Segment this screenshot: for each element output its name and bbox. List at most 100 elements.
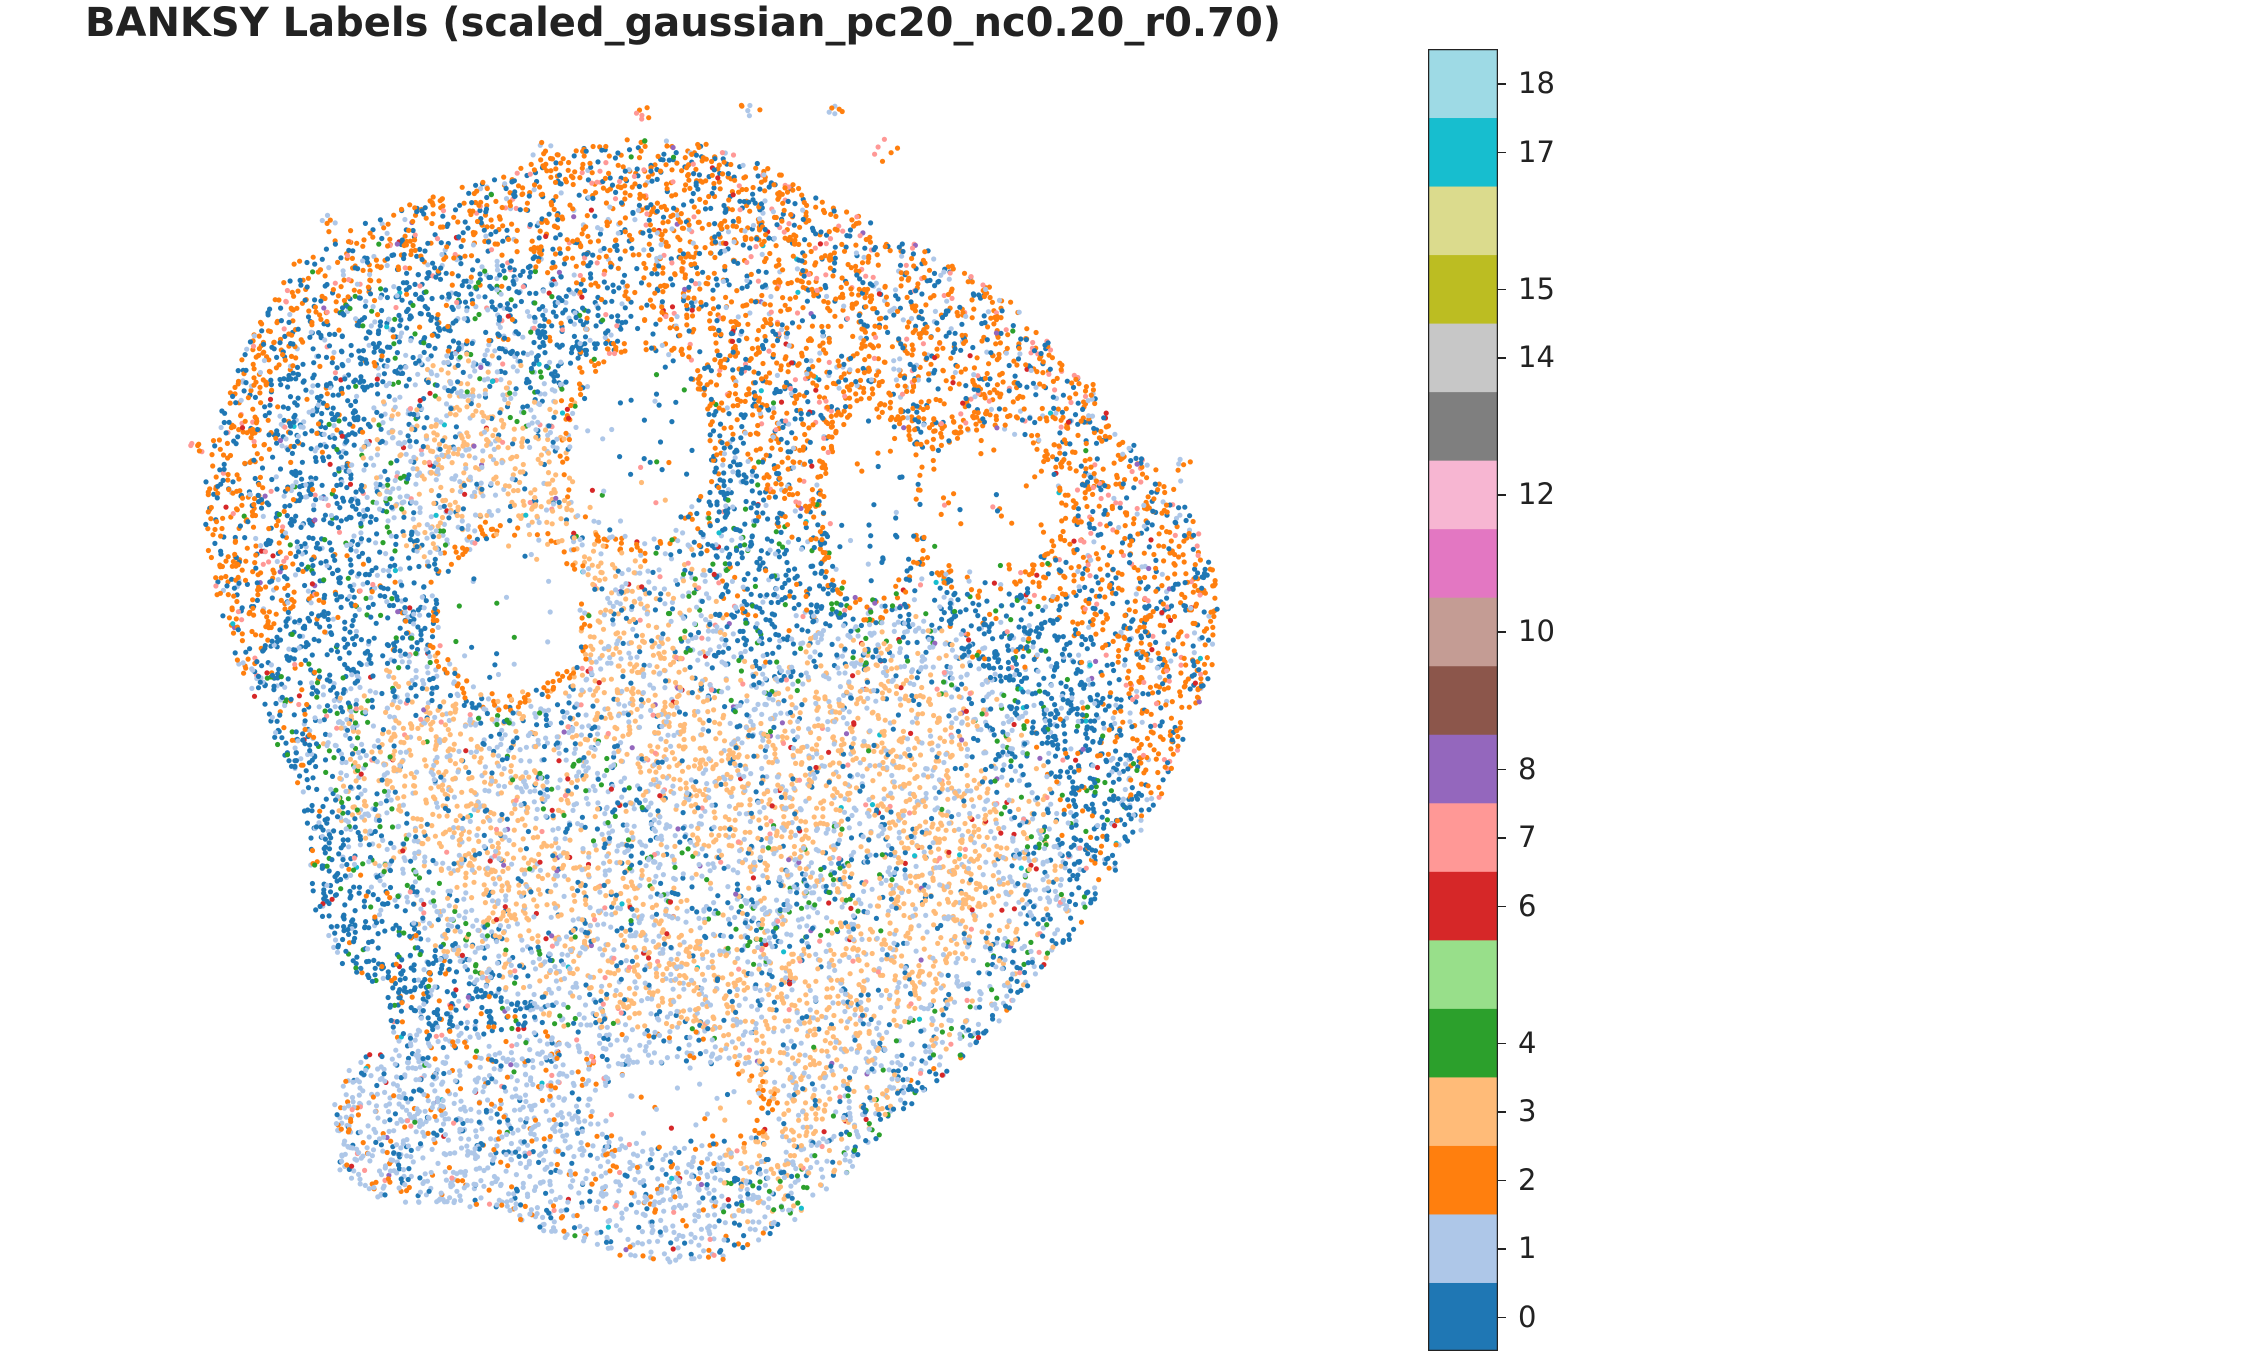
scatter-point [376, 897, 381, 902]
scatter-point [629, 853, 634, 858]
scatter-point [509, 1026, 514, 1031]
scatter-point [573, 746, 578, 751]
scatter-point [1093, 632, 1098, 637]
scatter-point [367, 330, 372, 335]
scatter-point [368, 904, 373, 909]
scatter-point [867, 1095, 872, 1100]
scatter-point [343, 789, 348, 794]
scatter-point [682, 387, 687, 392]
scatter-point [516, 1027, 521, 1032]
scatter-point [1131, 485, 1136, 490]
scatter-point [833, 256, 838, 261]
scatter-point [818, 933, 823, 938]
scatter-point [1145, 736, 1150, 741]
scatter-point [646, 1053, 651, 1058]
scatter-point [242, 388, 247, 393]
scatter-point [1097, 740, 1102, 745]
scatter-point [569, 1185, 574, 1190]
scatter-point [1166, 641, 1171, 646]
scatter-point [910, 342, 915, 347]
scatter-point [831, 952, 836, 957]
scatter-point [357, 885, 362, 890]
scatter-point [613, 1179, 618, 1184]
scatter-point [533, 826, 538, 831]
scatter-point [1034, 369, 1039, 374]
scatter-point [466, 191, 471, 196]
scatter-point [532, 788, 537, 793]
scatter-point [932, 271, 937, 276]
scatter-point [602, 246, 607, 251]
scatter-point [1193, 562, 1198, 567]
scatter-point [557, 246, 562, 251]
scatter-point [373, 540, 378, 545]
scatter-point [287, 503, 292, 508]
scatter-point [607, 1140, 612, 1145]
scatter-point [1153, 482, 1158, 487]
scatter-point [849, 813, 854, 818]
scatter-point [248, 339, 253, 344]
scatter-point [1074, 729, 1079, 734]
scatter-point [1075, 433, 1080, 438]
scatter-point [695, 658, 700, 663]
scatter-point [539, 452, 544, 457]
scatter-point [527, 274, 532, 279]
scatter-point [648, 708, 653, 713]
scatter-point [781, 1121, 786, 1126]
scatter-point [641, 1131, 646, 1136]
scatter-point [845, 762, 850, 767]
scatter-point [1144, 797, 1149, 802]
scatter-point [480, 741, 485, 746]
scatter-point [743, 1061, 748, 1066]
scatter-point [298, 283, 303, 288]
scatter-point [557, 751, 562, 756]
scatter-point [634, 633, 639, 638]
scatter-point [1193, 681, 1198, 686]
scatter-point [296, 567, 301, 572]
scatter-point [379, 691, 384, 696]
scatter-point [927, 268, 932, 273]
scatter-point [687, 1007, 692, 1012]
scatter-point [1018, 336, 1023, 341]
scatter-point [354, 778, 359, 783]
scatter-point [514, 1172, 519, 1177]
scatter-point [523, 770, 528, 775]
scatter-point [487, 1044, 492, 1049]
scatter-point [577, 175, 582, 180]
scatter-point [381, 399, 386, 404]
scatter-point [225, 477, 230, 482]
scatter-point [992, 732, 997, 737]
scatter-point [935, 687, 940, 692]
scatter-point [769, 600, 774, 605]
scatter-point [1033, 971, 1038, 976]
scatter-point [331, 423, 336, 428]
scatter-point [830, 642, 835, 647]
scatter-point [912, 1006, 917, 1011]
scatter-point [1070, 779, 1075, 784]
scatter-point [1041, 596, 1046, 601]
scatter-point [362, 904, 367, 909]
scatter-point [516, 883, 521, 888]
scatter-point [775, 734, 780, 739]
scatter-point [424, 415, 429, 420]
scatter-point [493, 933, 498, 938]
scatter-point [753, 166, 758, 171]
scatter-point [429, 488, 434, 493]
scatter-point [743, 1055, 748, 1060]
scatter-point [1115, 762, 1120, 767]
scatter-point [242, 461, 247, 466]
scatter-point [1202, 662, 1207, 667]
scatter-point [1145, 463, 1150, 468]
scatter-point [1073, 412, 1078, 417]
scatter-point [635, 1240, 640, 1245]
scatter-point [325, 652, 330, 657]
scatter-point [923, 650, 928, 655]
scatter-point [256, 685, 261, 690]
scatter-point [335, 643, 340, 648]
scatter-point [912, 762, 917, 767]
scatter-point [617, 1170, 622, 1175]
scatter-point [879, 740, 884, 745]
scatter-point [411, 1089, 416, 1094]
scatter-point [405, 665, 410, 670]
scatter-point [588, 1153, 593, 1158]
scatter-point [655, 201, 660, 206]
